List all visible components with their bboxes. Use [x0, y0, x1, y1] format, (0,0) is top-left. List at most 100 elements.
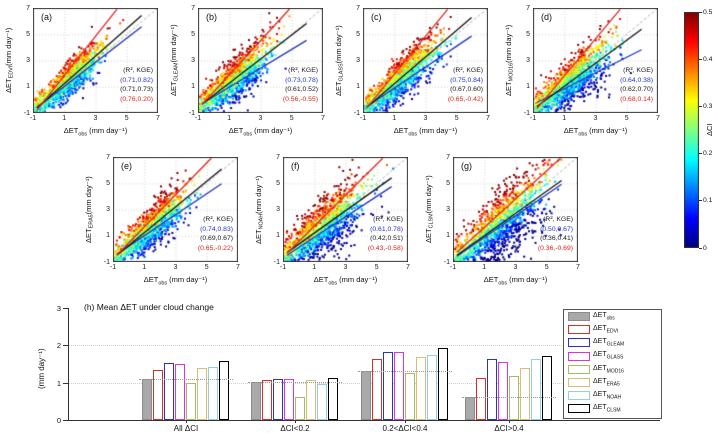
- x-tick-label: 5: [124, 115, 129, 122]
- legend-label: ΔETGLEAM: [593, 338, 624, 347]
- colorbar-tick-label: 0.4: [703, 55, 713, 63]
- x-axis-label-unit: (mm day⁻¹): [252, 126, 293, 135]
- x-axis-label-prefix: ΔET: [228, 126, 244, 135]
- bar-obs: [142, 379, 152, 420]
- colorbar-tick-mark: [699, 153, 702, 155]
- x-tick-label: 3: [258, 115, 263, 122]
- bar-y-tick-mark: [63, 308, 68, 310]
- stats-header: (R², KGE): [623, 67, 653, 74]
- bar-mod16: [295, 397, 305, 420]
- y-axis-label: ΔETEDVI(mm day⁻¹): [3, 8, 15, 113]
- bar-obs: [251, 382, 261, 420]
- y-tick-label: 3: [26, 57, 30, 64]
- legend-entry-era5: ΔETERA5: [564, 376, 661, 389]
- legend-label-prefix: ΔET: [593, 364, 607, 372]
- colorbar-tick-mark: [699, 105, 702, 107]
- x-axis-label-sub: obs: [578, 131, 588, 138]
- y-tick-label: 1: [191, 83, 195, 91]
- bar-x-tick-mark: [295, 420, 296, 423]
- panel-tag: (e): [121, 161, 132, 171]
- scatter-canvas-d: [533, 8, 658, 113]
- scatter-panel-a: (a) (R², KGE) (0.71,0.82) (0.71,0.73) (0.76,…: [0, 0, 164, 148]
- stats-block: (R², KGE) (0.61,0.78) (0.42,0.51) (0.43,-0.…: [283, 215, 407, 253]
- x-tick-label: 5: [624, 115, 629, 122]
- bar-edvi: [262, 380, 272, 420]
- bar-y-tick-label: 3: [56, 304, 61, 314]
- y-tick-label: -1: [443, 258, 450, 266]
- legend-entry-gleam: ΔETGLEAM: [564, 336, 661, 349]
- x-axis-label-prefix: ΔET: [63, 126, 79, 135]
- scatter-canvas-a: [33, 8, 158, 113]
- colorbar-tick-mark: [699, 247, 702, 249]
- y-axis-label-sub: EDVI: [8, 65, 15, 79]
- bar-chart-h: (h) Mean ΔET under cloud change (mm day⁻¹…: [0, 295, 718, 438]
- x-tick-label: 7: [576, 264, 580, 271]
- x-axis-label: ΔETobs (mm day⁻¹): [283, 275, 408, 287]
- bar-mod16: [405, 373, 415, 420]
- y-axis-label-unit: (mm day⁻¹): [4, 27, 13, 66]
- y-tick-label: 1: [106, 232, 110, 240]
- colorbar: 0 0.1 0.2 0.3 0.4 0.5 ΔCI: [684, 9, 718, 252]
- y-tick-label: 5: [446, 179, 450, 187]
- y-axis-label-prefix: ΔET: [424, 228, 433, 244]
- bar-edvi: [153, 370, 163, 420]
- y-tick-label: 5: [26, 30, 30, 38]
- stats-block: (R², KGE) (0.75,0.84) (0.67,0.60) (0.65,-0.…: [363, 66, 487, 104]
- bar-y-axis-line: [68, 308, 69, 420]
- bar-edvi: [476, 378, 486, 420]
- stats-red: (0.76,0.20): [120, 95, 153, 103]
- y-axis-label-prefix: ΔET: [504, 81, 513, 97]
- x-tick-label: -1: [194, 115, 202, 122]
- y-axis-label-unit: (mm day⁻¹): [334, 25, 343, 64]
- legend-label: ΔETMOD16: [593, 365, 624, 374]
- bar-clsm: [438, 348, 448, 420]
- category-label: All ΔCI: [173, 424, 199, 433]
- legend-label-sub: EDVI: [606, 328, 619, 335]
- stats-header: (R², KGE): [123, 67, 153, 74]
- x-tick-label: -1: [109, 264, 117, 271]
- y-axis-label-sub: GLASS: [338, 63, 345, 82]
- y-axis-label-prefix: ΔET: [169, 81, 178, 97]
- x-tick-label: 1: [482, 264, 487, 271]
- bar-y-tick-mark: [63, 420, 68, 421]
- bar-noah: [317, 384, 327, 420]
- stats-black: (0.69,0.67): [200, 235, 233, 243]
- stats-header: (R², KGE): [203, 216, 233, 223]
- bar-gleam: [383, 352, 393, 420]
- stats-red: (0.36,-0.69): [537, 244, 573, 252]
- x-axis-label-unit: (mm day⁻¹): [417, 126, 458, 135]
- y-axis-label: ΔETCLSM(mm day⁻¹): [423, 157, 435, 262]
- x-axis-label-prefix: ΔET: [313, 275, 329, 284]
- legend-entry-obs: ΔETobs: [564, 310, 661, 323]
- x-tick-label: 1: [142, 264, 147, 271]
- y-axis-label-sub: GLEAM: [173, 62, 180, 82]
- bar-y-tick-label: 0: [56, 416, 61, 425]
- x-axis-label-sub: obs: [498, 280, 508, 287]
- bar-y-tick-mark: [63, 382, 68, 384]
- stats-blue: (0.71,0.82): [120, 76, 153, 84]
- stats-header: (R², KGE): [453, 67, 483, 74]
- colorbar-tick-label: 0.1: [703, 197, 713, 205]
- scatter-panel-b: (b) (R², KGE) (0.73,0.78) (0.61,0.52) (0.56,…: [165, 0, 329, 148]
- obs-reference-line: [358, 370, 452, 372]
- category-label: ΔCI<0.2: [280, 424, 310, 433]
- stats-block: (R², KGE) (0.64,0.38) (0.62,0.70) (0.68,0.1…: [533, 66, 657, 104]
- legend-entry-mod16: ΔETMOD16: [564, 363, 661, 376]
- legend-label-sub: NOAH: [606, 394, 622, 401]
- y-tick-label: 1: [526, 83, 530, 91]
- x-axis-label: ΔETobs (mm day⁻¹): [33, 126, 158, 138]
- x-axis-label-prefix: ΔET: [143, 275, 159, 284]
- stats-red: (0.56,-0.55): [282, 95, 318, 103]
- y-tick-label: 5: [356, 30, 360, 38]
- bar-edvi: [372, 359, 382, 420]
- stats-block: (R², KGE) (0.74,0.83) (0.69,0.67) (0.65,-0.…: [113, 215, 237, 253]
- legend-swatch: [568, 338, 590, 348]
- x-tick-label: 5: [204, 264, 209, 271]
- stats-header: (R², KGE): [543, 216, 573, 223]
- stats-blue: (0.50,0.67): [540, 225, 573, 233]
- legend-label-prefix: ΔET: [593, 404, 607, 412]
- legend-label: ΔETCLSM: [593, 404, 621, 413]
- legend-label-prefix: ΔET: [593, 351, 607, 359]
- stats-header: (R², KGE): [288, 67, 318, 74]
- y-tick-label: -1: [273, 258, 280, 266]
